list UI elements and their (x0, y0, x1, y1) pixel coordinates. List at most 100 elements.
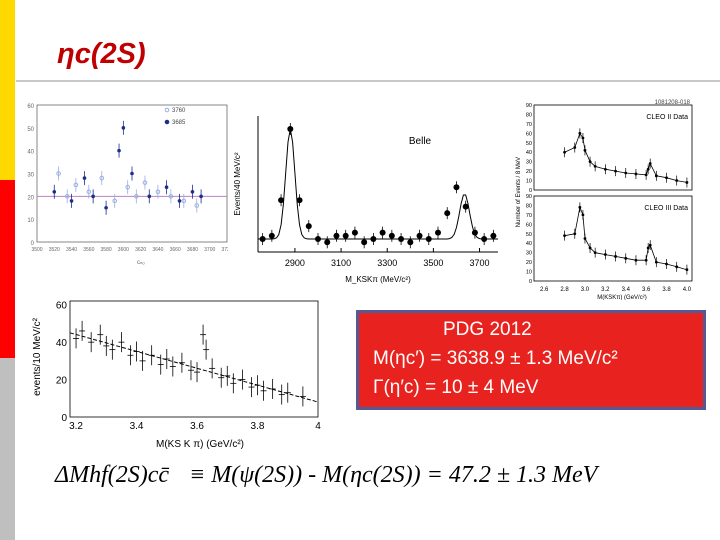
data-point (99, 175, 105, 181)
x-tick-label: 3500 (423, 258, 443, 268)
data-point (181, 198, 187, 204)
equation-lhs: ΔMhf(2S)cc̄ (55, 462, 170, 488)
x-tick-label: 3.6 (642, 287, 651, 293)
data-point (425, 236, 432, 243)
data-point (52, 189, 57, 194)
y-tick-label: 40 (526, 241, 532, 247)
y-tick-label: 30 (526, 251, 532, 257)
x-tick-label: 3100 (331, 258, 351, 268)
y-tick-label: 0 (529, 279, 532, 285)
frame (36, 104, 228, 243)
y-tick-label: 50 (27, 127, 34, 133)
y-tick-label: 10 (526, 179, 532, 185)
data-point (324, 239, 331, 246)
data-point (104, 205, 108, 210)
pdg-line-2: M(ηc′) = 3638.9 ± 1.3 MeV/c² (373, 348, 618, 369)
legend-label: 3760 (172, 108, 186, 114)
y-axis-label: Events/40 MeV/c² (233, 152, 242, 215)
equation-rhs: ≡ M(ψ(2S)) - M(ηc(2S)) = 47.2 ± 1.3 MeV (189, 462, 598, 488)
data-point (563, 234, 566, 238)
y-tick-label: 40 (56, 338, 68, 349)
x-tick-label: 3580 (101, 247, 112, 253)
x-tick-label: 4.0 (683, 287, 692, 293)
data-point (147, 194, 152, 199)
chart-belle: Events/40 MeV/c² Belle 2900 3100 3300 3500 370… (228, 102, 512, 290)
title-rule (16, 80, 720, 82)
legend-marker (164, 119, 170, 125)
y-tick-label: 70 (526, 122, 532, 128)
data-point (305, 223, 312, 230)
x-tick-label: 2.8 (560, 287, 569, 293)
y-tick-label: 0 (61, 413, 67, 424)
data-point (370, 236, 377, 243)
data-point (112, 198, 118, 204)
data-point (435, 229, 441, 236)
legend-marker (164, 107, 170, 113)
x-tick-label: 3520 (49, 247, 60, 253)
x-tick-label: 3700 (470, 258, 490, 268)
y-tick-label: 10 (526, 270, 532, 276)
y-tick-label: 30 (526, 160, 532, 166)
data-point (86, 189, 92, 195)
y-tick-label: 10 (27, 218, 34, 224)
frame (69, 300, 319, 418)
data-point (462, 203, 469, 210)
y-tick-label: 50 (526, 232, 532, 238)
y-tick-label: 30 (27, 173, 34, 179)
y-tick-label: 60 (27, 104, 34, 110)
hyperfine-equation: ΔMhf(2S)cc̄ ≡ M(ψ(2S)) - M(ηc(2S)) = 47.… (55, 462, 597, 489)
data-point (130, 171, 134, 176)
x-tick-label: 3.4 (622, 287, 631, 293)
fit-curve (258, 128, 498, 240)
y-tick-label: 50 (526, 141, 532, 147)
x-axis-label: M(KS K π) (GeV/c²) (156, 439, 244, 450)
data-point (407, 239, 414, 246)
chart-bottom-left: events/10 MeV/c² 60 40 20 0 3.2 3.4 3.6 3.8 4 M(KS… (28, 295, 348, 450)
chart-bottom-left-svg: events/10 MeV/c² 60 40 20 03.2 3.4 3.6 3.8 4 M(KS… (32, 300, 321, 450)
y-tick-label: 40 (526, 150, 532, 156)
y-tick-label: 0 (31, 241, 35, 247)
y-axis-label: Number of Events / 8 MeV (516, 157, 522, 227)
data-point (315, 236, 321, 243)
data-point (453, 184, 460, 191)
data-point (190, 189, 195, 194)
x-axis-label: M_KSKπ (MeV/c²) (345, 275, 411, 284)
x-tick-label: 3500 (31, 247, 42, 253)
data-point (342, 232, 349, 239)
data-point (56, 171, 61, 176)
data-point (563, 150, 566, 154)
data-point (287, 125, 294, 132)
x-tick-label: 3660 (170, 247, 181, 253)
data-point (125, 184, 130, 190)
data-line (564, 132, 687, 183)
data-point (194, 203, 200, 208)
data-point (481, 236, 488, 243)
y-tick-label: 60 (526, 222, 532, 228)
chart-belle-svg: Events/40 MeV/c² Belle 2900 3100 3300 3500 370… (233, 116, 498, 284)
data-point (361, 239, 368, 246)
y-tick-label: 40 (27, 150, 34, 156)
panel-label: CLEO II Data (646, 114, 688, 121)
x-tick-label: 3640 (152, 247, 163, 253)
side-bar-gray (0, 358, 15, 540)
y-tick-label: 60 (526, 131, 532, 137)
panel-frame (533, 104, 693, 191)
data-point (416, 232, 423, 239)
x-tick-label: 4 (315, 421, 321, 432)
x-tick-label: 2.6 (540, 287, 549, 293)
data-point (685, 181, 689, 184)
corner-id: 1081208-018 (655, 100, 691, 106)
data-point (296, 197, 303, 204)
data-point (69, 199, 74, 203)
data-point (268, 232, 275, 239)
data-point (73, 182, 79, 188)
y-tick-label: 90 (526, 103, 532, 109)
y-tick-label: 80 (526, 203, 532, 209)
x-axis-label: M(KSKπ) (GeV/c²) (597, 295, 646, 300)
data-point (471, 229, 478, 236)
data-point (168, 194, 174, 199)
y-tick-label: 20 (526, 169, 532, 175)
chart-cleo: 1081208-018 Number of Events / 8 MeV CLEO … (512, 97, 698, 300)
x-tick-label: 3600 (118, 247, 129, 253)
